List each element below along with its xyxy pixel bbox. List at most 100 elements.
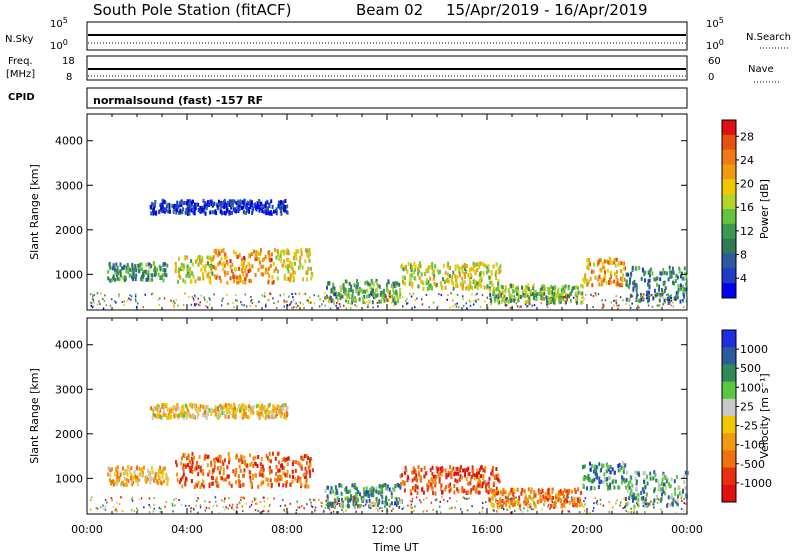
- echo-cell: [381, 489, 384, 494]
- echo-cell: [225, 507, 228, 509]
- echo-cell: [284, 205, 287, 209]
- echo-cell: [673, 296, 676, 301]
- echo-cell: [281, 403, 284, 408]
- echo-cell: [635, 496, 637, 501]
- echo-cell: [231, 505, 233, 508]
- echo-cell: [139, 472, 142, 477]
- echo-cell: [345, 504, 347, 507]
- echo-cell: [263, 210, 265, 214]
- echo-cell: [107, 276, 110, 281]
- echo-cell: [534, 503, 537, 508]
- echo-cell: [465, 286, 468, 291]
- echo-cell: [330, 504, 333, 508]
- echo-cell: [631, 265, 634, 270]
- echo-cell: [427, 269, 430, 274]
- echo-cell: [609, 482, 611, 487]
- echo-cell: [455, 305, 458, 308]
- echo-cell: [160, 470, 162, 475]
- echo-cell: [647, 304, 650, 307]
- echo-cell: [495, 491, 498, 496]
- echo-cell: [391, 294, 394, 299]
- echo-cell: [132, 274, 135, 279]
- echo-cell: [307, 266, 310, 271]
- echo-cell: [235, 251, 237, 256]
- echo-cell: [505, 498, 508, 503]
- echo-cell: [206, 274, 209, 279]
- echo-cell: [232, 199, 235, 204]
- echo-cell: [430, 286, 433, 291]
- echo-cell: [525, 494, 527, 499]
- echo-cell: [479, 261, 482, 266]
- echo-cell: [458, 306, 460, 309]
- echo-cell: [182, 263, 185, 268]
- echo-cell: [227, 408, 230, 412]
- echo-cell: [207, 271, 210, 276]
- echo-cell: [357, 489, 360, 494]
- echo-cell: [125, 478, 128, 482]
- echo-cell: [344, 496, 347, 501]
- echo-cell: [563, 287, 566, 292]
- echo-cell: [133, 510, 136, 513]
- echo-cell: [460, 508, 462, 511]
- echo-cell: [684, 486, 687, 491]
- echo-cell: [632, 496, 635, 501]
- echo-cell: [429, 482, 432, 487]
- echo-cell: [266, 511, 269, 514]
- echo-cell: [598, 258, 601, 262]
- echo-cell: [176, 478, 179, 483]
- echo-cell: [260, 482, 263, 487]
- echo-cell: [199, 504, 202, 507]
- echo-cell: [347, 504, 350, 509]
- echo-cell: [129, 294, 131, 297]
- echo-cell: [501, 285, 504, 290]
- echo-cell: [157, 298, 160, 301]
- echo-cell: [626, 470, 628, 475]
- echo-cell: [635, 284, 638, 289]
- echo-cell: [226, 202, 229, 207]
- echo-cell: [659, 484, 662, 489]
- echo-cell: [624, 479, 627, 484]
- echo-cell: [137, 302, 139, 305]
- echo-cell: [464, 275, 467, 280]
- echo-cell: [609, 470, 612, 475]
- echo-cell: [191, 464, 194, 469]
- echo-cell: [226, 200, 229, 205]
- echo-cell: [425, 471, 428, 476]
- echo-cell: [368, 498, 371, 503]
- echo-cell: [635, 493, 638, 498]
- echo-cell: [475, 299, 477, 302]
- echo-cell: [401, 499, 404, 502]
- echo-cell: [522, 293, 525, 298]
- echo-cell: [271, 280, 274, 285]
- echo-cell: [254, 498, 257, 501]
- echo-cell: [557, 287, 560, 292]
- echo-cell: [630, 507, 632, 510]
- echo-cell: [660, 508, 662, 511]
- echo-cell: [178, 480, 181, 485]
- echo-cell: [674, 499, 676, 502]
- echo-cell: [510, 511, 512, 514]
- echo-cell: [400, 264, 403, 269]
- echo-cell: [243, 455, 246, 460]
- echo-cell: [646, 481, 649, 486]
- echo-cell: [486, 265, 489, 270]
- echo-cell: [489, 488, 491, 493]
- echo-cell: [130, 295, 133, 298]
- echo-cell: [209, 298, 211, 301]
- echo-cell: [583, 505, 585, 508]
- echo-cell: [593, 262, 595, 267]
- echo-cell: [262, 204, 265, 209]
- echo-cell: [476, 281, 479, 286]
- echo-cell: [283, 510, 286, 513]
- echo-cell: [282, 200, 285, 205]
- echo-cell: [352, 496, 354, 499]
- echo-cell: [637, 294, 639, 297]
- echo-cell: [465, 477, 468, 481]
- echo-cell: [434, 491, 437, 496]
- echo-cell: [658, 292, 661, 295]
- echo-cell: [281, 249, 284, 254]
- echo-cell: [193, 404, 196, 409]
- echo-cell: [310, 503, 312, 506]
- echo-cell: [476, 472, 479, 477]
